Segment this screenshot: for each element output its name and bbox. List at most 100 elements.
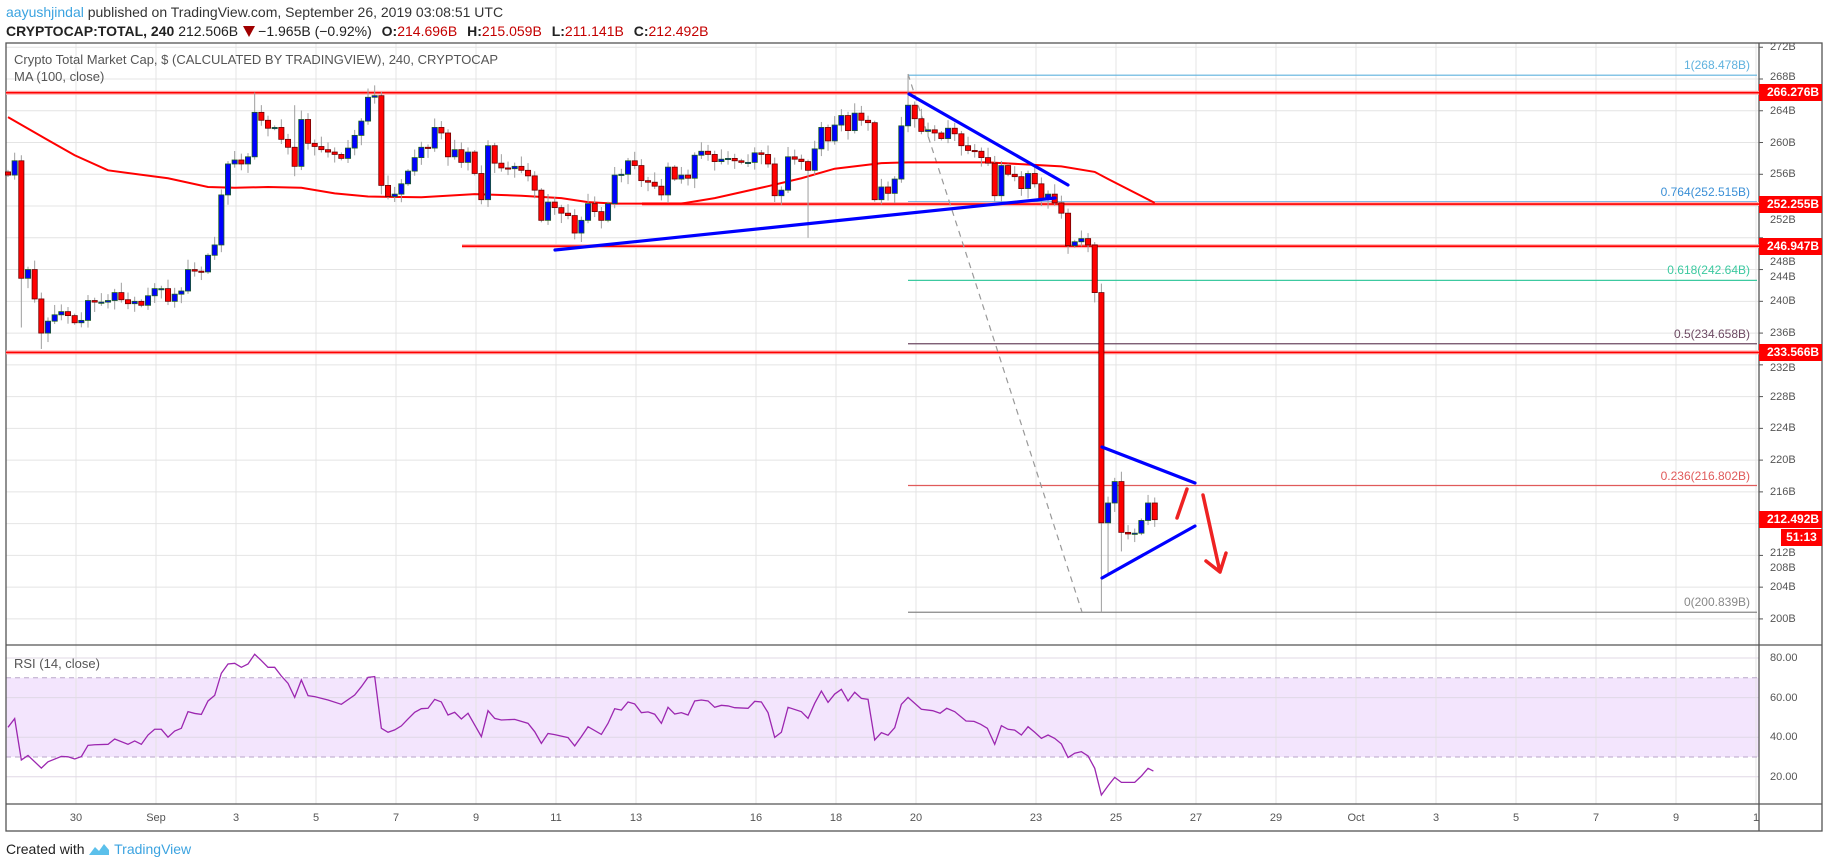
price-tick-label: 264B — [1770, 104, 1796, 117]
candle-body-up — [785, 156, 792, 191]
descending-trendline — [907, 92, 1070, 187]
candle-body-down — [858, 112, 865, 121]
candle — [931, 125, 938, 142]
candle — [391, 186, 398, 202]
date-tick-label: 25 — [1109, 812, 1123, 824]
candle — [825, 124, 832, 151]
candle — [611, 166, 618, 209]
price-tick-label: 240B — [1770, 295, 1796, 308]
candle — [151, 283, 158, 303]
price-tick-label: 216B — [1770, 485, 1796, 498]
candle-body-up — [1145, 502, 1152, 521]
candle-body-down — [598, 211, 605, 221]
candle — [618, 168, 625, 183]
candle-body-down — [291, 146, 298, 167]
close-value: 212.492B — [648, 23, 709, 39]
candle — [478, 165, 485, 205]
candle — [465, 147, 472, 171]
price-tick-label: 252B — [1770, 214, 1796, 226]
candle — [225, 161, 232, 205]
candle-body-up — [398, 183, 405, 195]
candle-body-up — [1131, 532, 1138, 535]
candle-body-down — [685, 174, 692, 179]
created-with-text: Created with — [6, 841, 85, 857]
candle-body-up — [925, 129, 932, 132]
chart-title-legend[interactable]: Crypto Total Market Cap, $ (CALCULATED B… — [14, 52, 499, 67]
rsi-legend[interactable]: RSI (14, close) — [14, 656, 100, 671]
candle-body-down — [731, 157, 738, 162]
date-tick-label: Oct — [1347, 812, 1365, 824]
candle — [838, 109, 845, 132]
candle-body-down — [918, 118, 925, 132]
candle — [458, 142, 465, 168]
price-badge: 266.276B — [1759, 84, 1822, 102]
candle-body-down — [538, 189, 545, 221]
candle — [1018, 171, 1025, 196]
candle-body-down — [765, 154, 772, 165]
candle — [658, 178, 665, 201]
date-tick-label: Sep — [146, 812, 166, 824]
candle — [918, 108, 925, 135]
rsi-band — [6, 677, 1759, 757]
candle-body-up — [231, 159, 238, 165]
candle-body-up — [131, 300, 138, 305]
candle-body-up — [1071, 241, 1078, 247]
candle — [778, 186, 785, 205]
price-tick-label: 224B — [1770, 422, 1796, 435]
candle-body-up — [745, 161, 752, 164]
candle-body-up — [811, 148, 818, 171]
candle-body-down — [1005, 165, 1012, 175]
date-tick-label: 5 — [312, 812, 320, 824]
candle — [1138, 518, 1145, 536]
candle — [885, 181, 892, 201]
candle — [351, 129, 358, 156]
candle — [518, 156, 525, 174]
low-value: 211.141B — [564, 23, 624, 39]
candle-body-up — [725, 157, 732, 160]
candle — [905, 75, 912, 133]
symbol-info: CRYPTOCAP:TOTAL, 240 212.506B −1.965B (−0… — [6, 23, 708, 39]
candle — [11, 152, 18, 180]
candle-body-down — [285, 138, 292, 148]
candle — [538, 188, 545, 223]
candle — [791, 149, 798, 165]
candle — [705, 144, 712, 161]
candle — [71, 313, 78, 325]
candle — [871, 120, 878, 202]
candle — [631, 151, 638, 170]
candle-body-down — [798, 158, 805, 162]
candle — [858, 105, 865, 126]
candle-body-down — [165, 288, 172, 302]
ma-legend[interactable]: MA (100, close) — [14, 69, 105, 84]
rsi-tick-label: 60.00 — [1770, 691, 1798, 704]
price-tick-label: 248B — [1770, 256, 1796, 269]
candle — [785, 146, 792, 194]
candle-body-up — [625, 160, 632, 175]
candle-body-up — [998, 165, 1005, 197]
candle-body-down — [1091, 244, 1098, 293]
author-link[interactable]: aayushjindal — [6, 4, 84, 20]
date-tick-label: 7 — [1592, 812, 1600, 824]
candle-body-up — [11, 160, 18, 176]
candle-body-down — [1065, 212, 1072, 247]
candle — [358, 118, 365, 146]
candle-body-up — [831, 124, 838, 142]
candle — [1111, 477, 1118, 512]
candle-body-down — [1151, 502, 1158, 521]
candle-body-up — [618, 173, 625, 176]
candle-body-up — [511, 165, 518, 170]
tradingview-link[interactable]: TradingView — [114, 841, 192, 857]
candle-body-up — [451, 149, 458, 158]
candle — [625, 157, 632, 185]
candle-body-up — [151, 288, 158, 297]
candle-body-up — [585, 203, 592, 221]
candle — [1125, 525, 1132, 540]
candle — [25, 266, 32, 289]
candle-body-down — [865, 119, 872, 124]
candle — [278, 119, 285, 144]
candle-body-up — [211, 244, 218, 256]
candle-body-up — [45, 320, 52, 334]
candle — [738, 158, 745, 165]
date-tick-label: 16 — [749, 812, 763, 824]
